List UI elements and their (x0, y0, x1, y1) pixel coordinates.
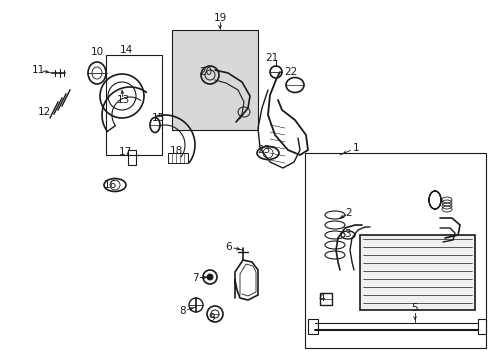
Text: 19: 19 (213, 13, 226, 23)
Bar (305, 153, 485, 348)
Text: 10: 10 (90, 47, 103, 57)
Text: 23: 23 (257, 145, 270, 155)
Text: 22: 22 (284, 67, 297, 77)
Text: 9: 9 (208, 313, 215, 323)
Bar (172, 30, 258, 130)
Bar (307, 319, 317, 334)
Circle shape (206, 274, 213, 280)
Text: 5: 5 (411, 303, 417, 313)
Text: 7: 7 (191, 273, 198, 283)
Text: 1: 1 (352, 143, 359, 153)
Text: 6: 6 (225, 242, 232, 252)
Bar (477, 319, 485, 334)
Text: 12: 12 (37, 107, 51, 117)
Text: 17: 17 (118, 147, 131, 157)
Text: 13: 13 (116, 95, 129, 105)
Text: 4: 4 (318, 293, 325, 303)
Bar (168, 153, 187, 163)
Text: 15: 15 (151, 113, 164, 123)
Text: 20: 20 (199, 67, 212, 77)
Text: 16: 16 (103, 180, 116, 190)
Bar (319, 293, 331, 305)
Text: 11: 11 (31, 65, 44, 75)
Bar (128, 150, 136, 165)
Text: 8: 8 (179, 306, 186, 316)
Bar (106, 55, 162, 155)
Text: 21: 21 (265, 53, 278, 63)
Text: 14: 14 (119, 45, 132, 55)
Text: 3: 3 (343, 229, 349, 239)
Text: 18: 18 (169, 146, 182, 156)
Text: 2: 2 (345, 208, 351, 218)
Bar (359, 235, 474, 310)
